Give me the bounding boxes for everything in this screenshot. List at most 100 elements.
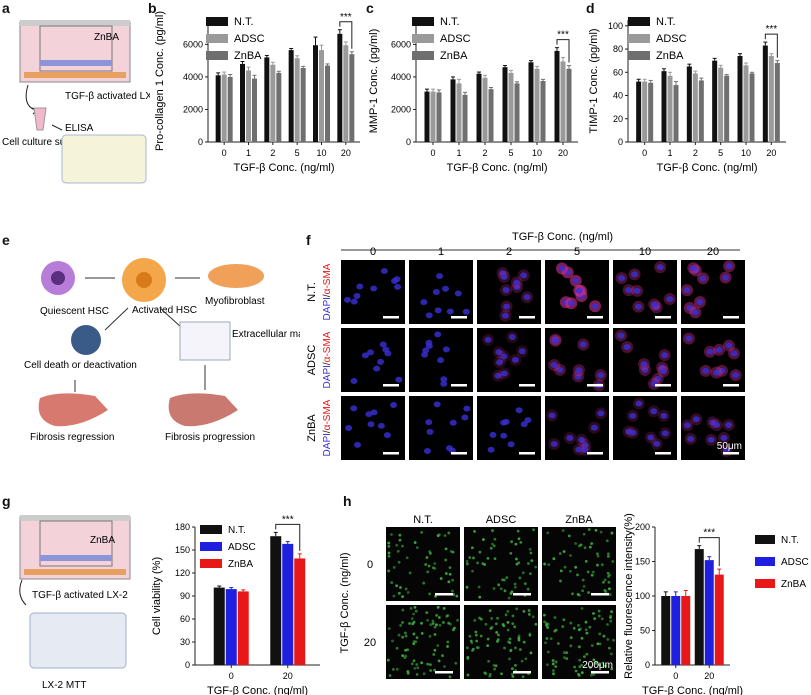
bar-nt <box>712 60 718 142</box>
cell-dot <box>551 662 555 666</box>
cell-dot <box>580 663 584 667</box>
cell-dot <box>516 529 520 533</box>
cell-dot <box>454 661 458 665</box>
cell-dot <box>511 675 515 678</box>
cell-dot <box>612 638 615 642</box>
cell-dot <box>510 672 514 676</box>
nucleus <box>345 424 353 431</box>
cell-dot <box>606 638 610 641</box>
y-tick-label: 150 <box>175 545 190 555</box>
cell-dot <box>567 534 571 538</box>
bar-adsc <box>456 83 462 142</box>
x-tick-label: 5 <box>508 148 513 158</box>
nucleus <box>426 428 434 435</box>
cell-dot <box>554 628 558 632</box>
cell-dot <box>604 590 608 594</box>
cell-dot <box>491 529 494 532</box>
nucleus <box>441 285 449 292</box>
y-tick-label: 2000 <box>391 104 411 114</box>
cell-dot <box>517 638 521 642</box>
cell-dot <box>448 675 452 679</box>
chart-d: 0 20 40 60 80 100 0 1 2 5 10 20 *** TGF-β Conc. (ng/m… <box>588 16 786 174</box>
nucleus <box>706 348 714 355</box>
label-death: Cell death or deactivation <box>24 360 137 371</box>
nucleus <box>425 312 433 319</box>
cell-dot <box>429 669 433 672</box>
significance-bracket <box>764 33 778 58</box>
cell-dot <box>582 655 586 659</box>
cell-dot <box>484 622 488 626</box>
y-tick-label: 60 <box>180 614 190 624</box>
nucleus <box>597 410 605 417</box>
cell-dot <box>528 633 532 637</box>
cell-dot <box>496 633 500 637</box>
cell-dot <box>396 549 400 553</box>
cell-dot <box>434 594 437 598</box>
x-tick-label: 0 <box>229 671 234 681</box>
nucleus <box>461 414 469 421</box>
x-tick-label: 20 <box>766 148 776 158</box>
nucleus <box>591 303 599 310</box>
label-regression: Fibrosis regression <box>30 432 114 443</box>
nucleus <box>579 341 587 348</box>
bar-znba <box>673 85 679 142</box>
nucleus <box>683 422 691 429</box>
cell-dot <box>552 557 556 561</box>
nucleus <box>618 275 626 282</box>
nucleus <box>356 283 364 290</box>
bar-znba <box>774 62 780 142</box>
cell-dot <box>404 654 408 658</box>
cell-dot <box>490 617 494 620</box>
panel-label-e: e <box>2 232 10 248</box>
panel-h-row-label: 20 <box>364 637 376 649</box>
nucleus <box>625 287 633 294</box>
cell-dot <box>561 529 565 532</box>
panel-f-row-label: ADSC <box>306 345 318 376</box>
nucleus <box>445 445 453 452</box>
chart-b: 0 2000 4000 6000 0 1 2 5 10 20 *** TGF-β Conc. (ng/… <box>154 11 360 174</box>
cell-dot <box>451 578 455 582</box>
cell-dot <box>559 579 562 583</box>
y-tick-label: 20 <box>613 114 623 124</box>
cell-dot <box>401 621 404 624</box>
panel-f-column-label: 5 <box>574 246 580 258</box>
cell-dot <box>447 580 451 584</box>
cell-dot <box>565 657 569 661</box>
cell-dot <box>604 664 607 668</box>
cell-dot <box>433 668 436 672</box>
cell-dot <box>466 673 470 677</box>
nucleus <box>566 434 574 441</box>
nucleus <box>631 271 639 278</box>
cell-dot <box>475 639 479 643</box>
cell-dot <box>574 542 578 545</box>
x-tick-label: 20 <box>704 671 714 681</box>
nucleus <box>513 279 521 286</box>
cell-dot <box>474 633 478 637</box>
nucleus <box>715 346 723 353</box>
nucleus <box>437 357 445 364</box>
cell-dot <box>390 533 393 536</box>
cell-dot <box>494 622 498 626</box>
cell-dot <box>387 544 391 548</box>
micrograph <box>613 260 677 324</box>
cell-dot <box>386 658 390 662</box>
cell-dot <box>519 540 523 544</box>
nucleus <box>432 288 440 295</box>
cell-dot <box>500 672 503 676</box>
cell-dot <box>603 578 607 582</box>
cell-dot <box>433 625 437 629</box>
x-tick-label: 10 <box>741 148 751 158</box>
cell-dot <box>437 659 441 663</box>
bar-adsc <box>704 560 714 665</box>
bar-nt <box>762 45 768 142</box>
cell-dot <box>395 667 399 671</box>
cell-dot <box>597 609 601 613</box>
scale-bar <box>591 671 609 674</box>
cell-dot <box>432 653 436 656</box>
tube-icon <box>33 107 47 131</box>
panel-f-row-label: ZnBA <box>306 414 318 442</box>
legend-swatch <box>755 579 775 588</box>
cell-dot <box>583 546 587 550</box>
cells-label: TGF-β activated LX-2 <box>65 91 150 102</box>
nucleus <box>463 405 471 412</box>
